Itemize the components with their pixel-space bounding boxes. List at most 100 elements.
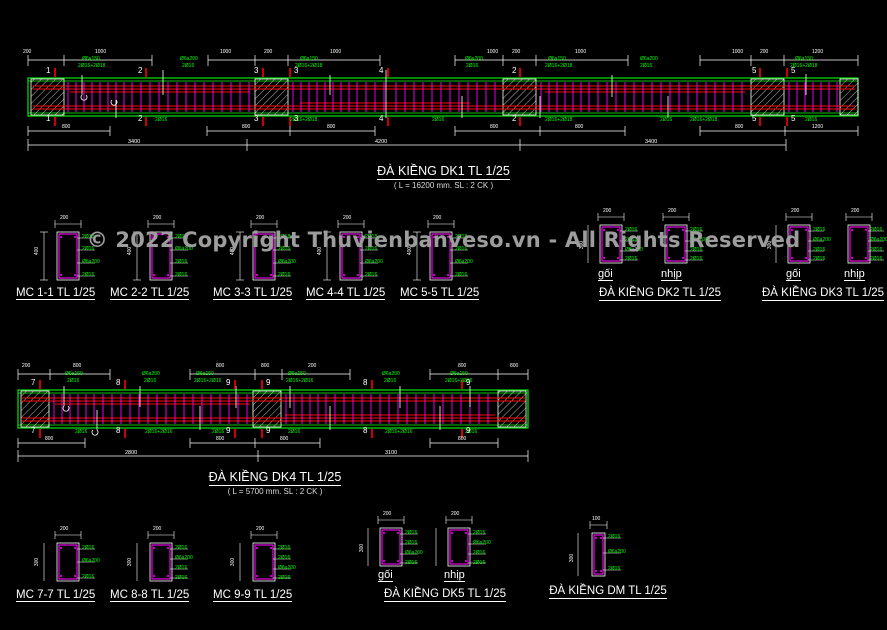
subtitle-dk1: ( L = 16200 mm. SL : 2 CK ): [393, 181, 494, 190]
note-mc11-2: Ø6a200: [82, 259, 100, 265]
note-dk5nhip-0: 2Ø16: [473, 530, 486, 536]
dim-dk4-span-1: 3100: [385, 450, 398, 456]
section-mc-5-5: [413, 220, 468, 281]
note-dk4-stirrup-5: Ø6a150: [450, 371, 468, 377]
label-dk3-nhip: nhịp: [844, 268, 865, 281]
note-botbar-3: 2Ø16+2Ø18: [545, 117, 573, 123]
note-mc11-3: 2Ø16: [82, 272, 95, 278]
dim-dk4-top-2: 800: [216, 363, 225, 369]
note-mc22-3: 2Ø16: [175, 272, 188, 278]
dim-dk1-top-5: 1000: [487, 49, 499, 55]
secmark-dk1-1-bot: 1: [46, 114, 51, 123]
note-botbar-0: 2Ø16: [155, 117, 168, 123]
secmark-dk1-2-top: 2: [138, 66, 143, 75]
note-stirrup-5: Ø6a200: [640, 56, 658, 62]
note-stirrup-4: Ø6a150: [548, 56, 566, 62]
note-mc88-1: Ø6a200: [175, 555, 193, 561]
dim-mc88-h: 300: [127, 557, 134, 567]
note-botbar-2: 2Ø16: [432, 117, 445, 123]
note-topbar-4: 2Ø16+2Ø18: [545, 63, 573, 69]
dim-dk4-top-4: 200: [308, 363, 317, 369]
note-mc33-2: Ø6a200: [278, 259, 296, 265]
label-mc-8-8: MC 8-8 TL 1/25: [110, 589, 190, 602]
dim-dk1-bot-6: 1200: [812, 124, 824, 130]
note-dk5nhip-2: 2Ø16: [473, 550, 486, 556]
dim-mc55-h: 400: [407, 246, 414, 256]
secmark-dk4-8-top: 8: [116, 378, 121, 387]
section-mc-9-9: [239, 531, 291, 582]
note-mc44-2: Ø6a200: [365, 259, 383, 265]
secmark-dk1-3b-top: 3: [294, 66, 299, 75]
note-mc88-0: 2Ø16: [175, 545, 188, 551]
note-mc55-1: 2Ø16: [455, 246, 468, 252]
note-topbar-1: 2Ø16: [182, 63, 195, 69]
note-dk4-stirrup-3: Ø6a150: [288, 371, 306, 377]
note-dk4-topbar-2: 2Ø16+2Ø16: [194, 378, 222, 384]
secmark-dk4-9a-top: 9: [226, 378, 231, 387]
secmark-dk4-7-top: 7: [31, 378, 36, 387]
dim-dk1-top-10: 1200: [812, 49, 824, 55]
note-dk4-topbar-4: 2Ø16: [384, 378, 397, 384]
note-dk5goi-3: 2Ø16: [405, 560, 418, 566]
dim-dk4-top-5: 800: [458, 363, 467, 369]
dim-mc33-h: 400: [230, 246, 237, 256]
note-dk4-stirrup-1: Ø6a200: [142, 371, 160, 377]
dim-dk1-span-0: 3400: [128, 139, 141, 145]
secmark-dk1-2-bot: 2: [138, 114, 143, 123]
label-dk2-nhip: nhịp: [661, 268, 682, 281]
dim-dk4-top-3: 800: [261, 363, 270, 369]
label-mc-4-4: MC 4-4 TL 1/25: [306, 287, 386, 300]
dim-dk4-bot-3: 800: [458, 436, 467, 442]
section-mc-7-7: [43, 531, 95, 582]
note-dk2goi-0: 2Ø16: [625, 227, 638, 233]
note-dk4-stirrup-0: Ø6a150: [65, 371, 83, 377]
section-dk3-nhip: [845, 213, 884, 264]
note-dk2nhip-3: 2Ø16: [690, 256, 703, 262]
note-dk2goi-1: 2Ø16: [625, 237, 638, 243]
note-dk2nhip-1: Ø6a200: [690, 237, 708, 243]
dim-dk4-bot-2: 800: [280, 436, 289, 442]
section-dk2-goi: [587, 213, 638, 264]
secmark-dk4-9c-bot: 9: [466, 426, 471, 435]
dim-mc22-w: 200: [153, 215, 162, 221]
note-dk4-botbar-1: 2Ø16+2Ø16: [145, 429, 173, 435]
dim-dk2goi-h: 300: [579, 240, 586, 250]
secmark-dk4-9b-top: 9: [266, 378, 271, 387]
note-mc11-1: 2Ø16: [82, 246, 95, 252]
note-dm-2: 2Ø16: [608, 566, 621, 572]
section-mc-2-2: [133, 220, 188, 281]
dim-dm-h: 300: [569, 553, 576, 563]
title-dk1: ĐÀ KIỀNG DK1 TL 1/25: [377, 164, 510, 180]
note-mc44-0: 2Ø18: [365, 234, 378, 240]
dim-dk1-bot-3: 800: [490, 124, 499, 130]
dim-dk1-top-9: 200: [760, 49, 769, 55]
beam-dk4-elevation: [17, 369, 529, 462]
dim-dk1-top-0: 200: [23, 49, 32, 55]
secmark-dk1-5a-top: 5: [752, 66, 757, 75]
section-dk3-goi: [775, 213, 824, 264]
section-mc-8-8: [136, 531, 188, 582]
note-topbar-6: 2Ø16+2Ø18: [790, 63, 818, 69]
secmark-dk1-5a-bot: 5: [752, 114, 757, 123]
note-dk4-topbar-1: 2Ø16: [144, 378, 157, 384]
note-mc77-2: 2Ø16: [82, 574, 95, 580]
dim-dk1-top-1: 1000: [95, 49, 107, 55]
note-dk4-botbar-3: 2Ø16: [288, 429, 301, 435]
note-stirrup-3: Ø6a200: [465, 56, 483, 62]
secmark-dk1-5b-bot: 5: [791, 114, 796, 123]
note-dk3nhip-0: 2Ø16: [870, 227, 883, 233]
dim-dm-w: 100: [592, 516, 601, 522]
secmark-dk1-5b-top: 5: [791, 66, 796, 75]
dim-dk4-bot-1: 800: [216, 436, 225, 442]
dim-dk1-top-3: 200: [264, 49, 273, 55]
label-dk5-nhip: nhịp: [444, 569, 465, 582]
dim-dk5nhip-w: 200: [451, 511, 460, 517]
note-mc22-0: 2Ø18: [175, 234, 188, 240]
note-stirrup-0: Ø6a150: [82, 56, 100, 62]
section-dk2-nhip: [662, 213, 703, 264]
dim-dk1-bot-0: 800: [62, 124, 71, 130]
secmark-dk4-7-bot: 7: [31, 426, 36, 435]
dim-dk1-top-7: 1000: [575, 49, 587, 55]
note-dk3goi-0: 2Ø16: [813, 227, 826, 233]
